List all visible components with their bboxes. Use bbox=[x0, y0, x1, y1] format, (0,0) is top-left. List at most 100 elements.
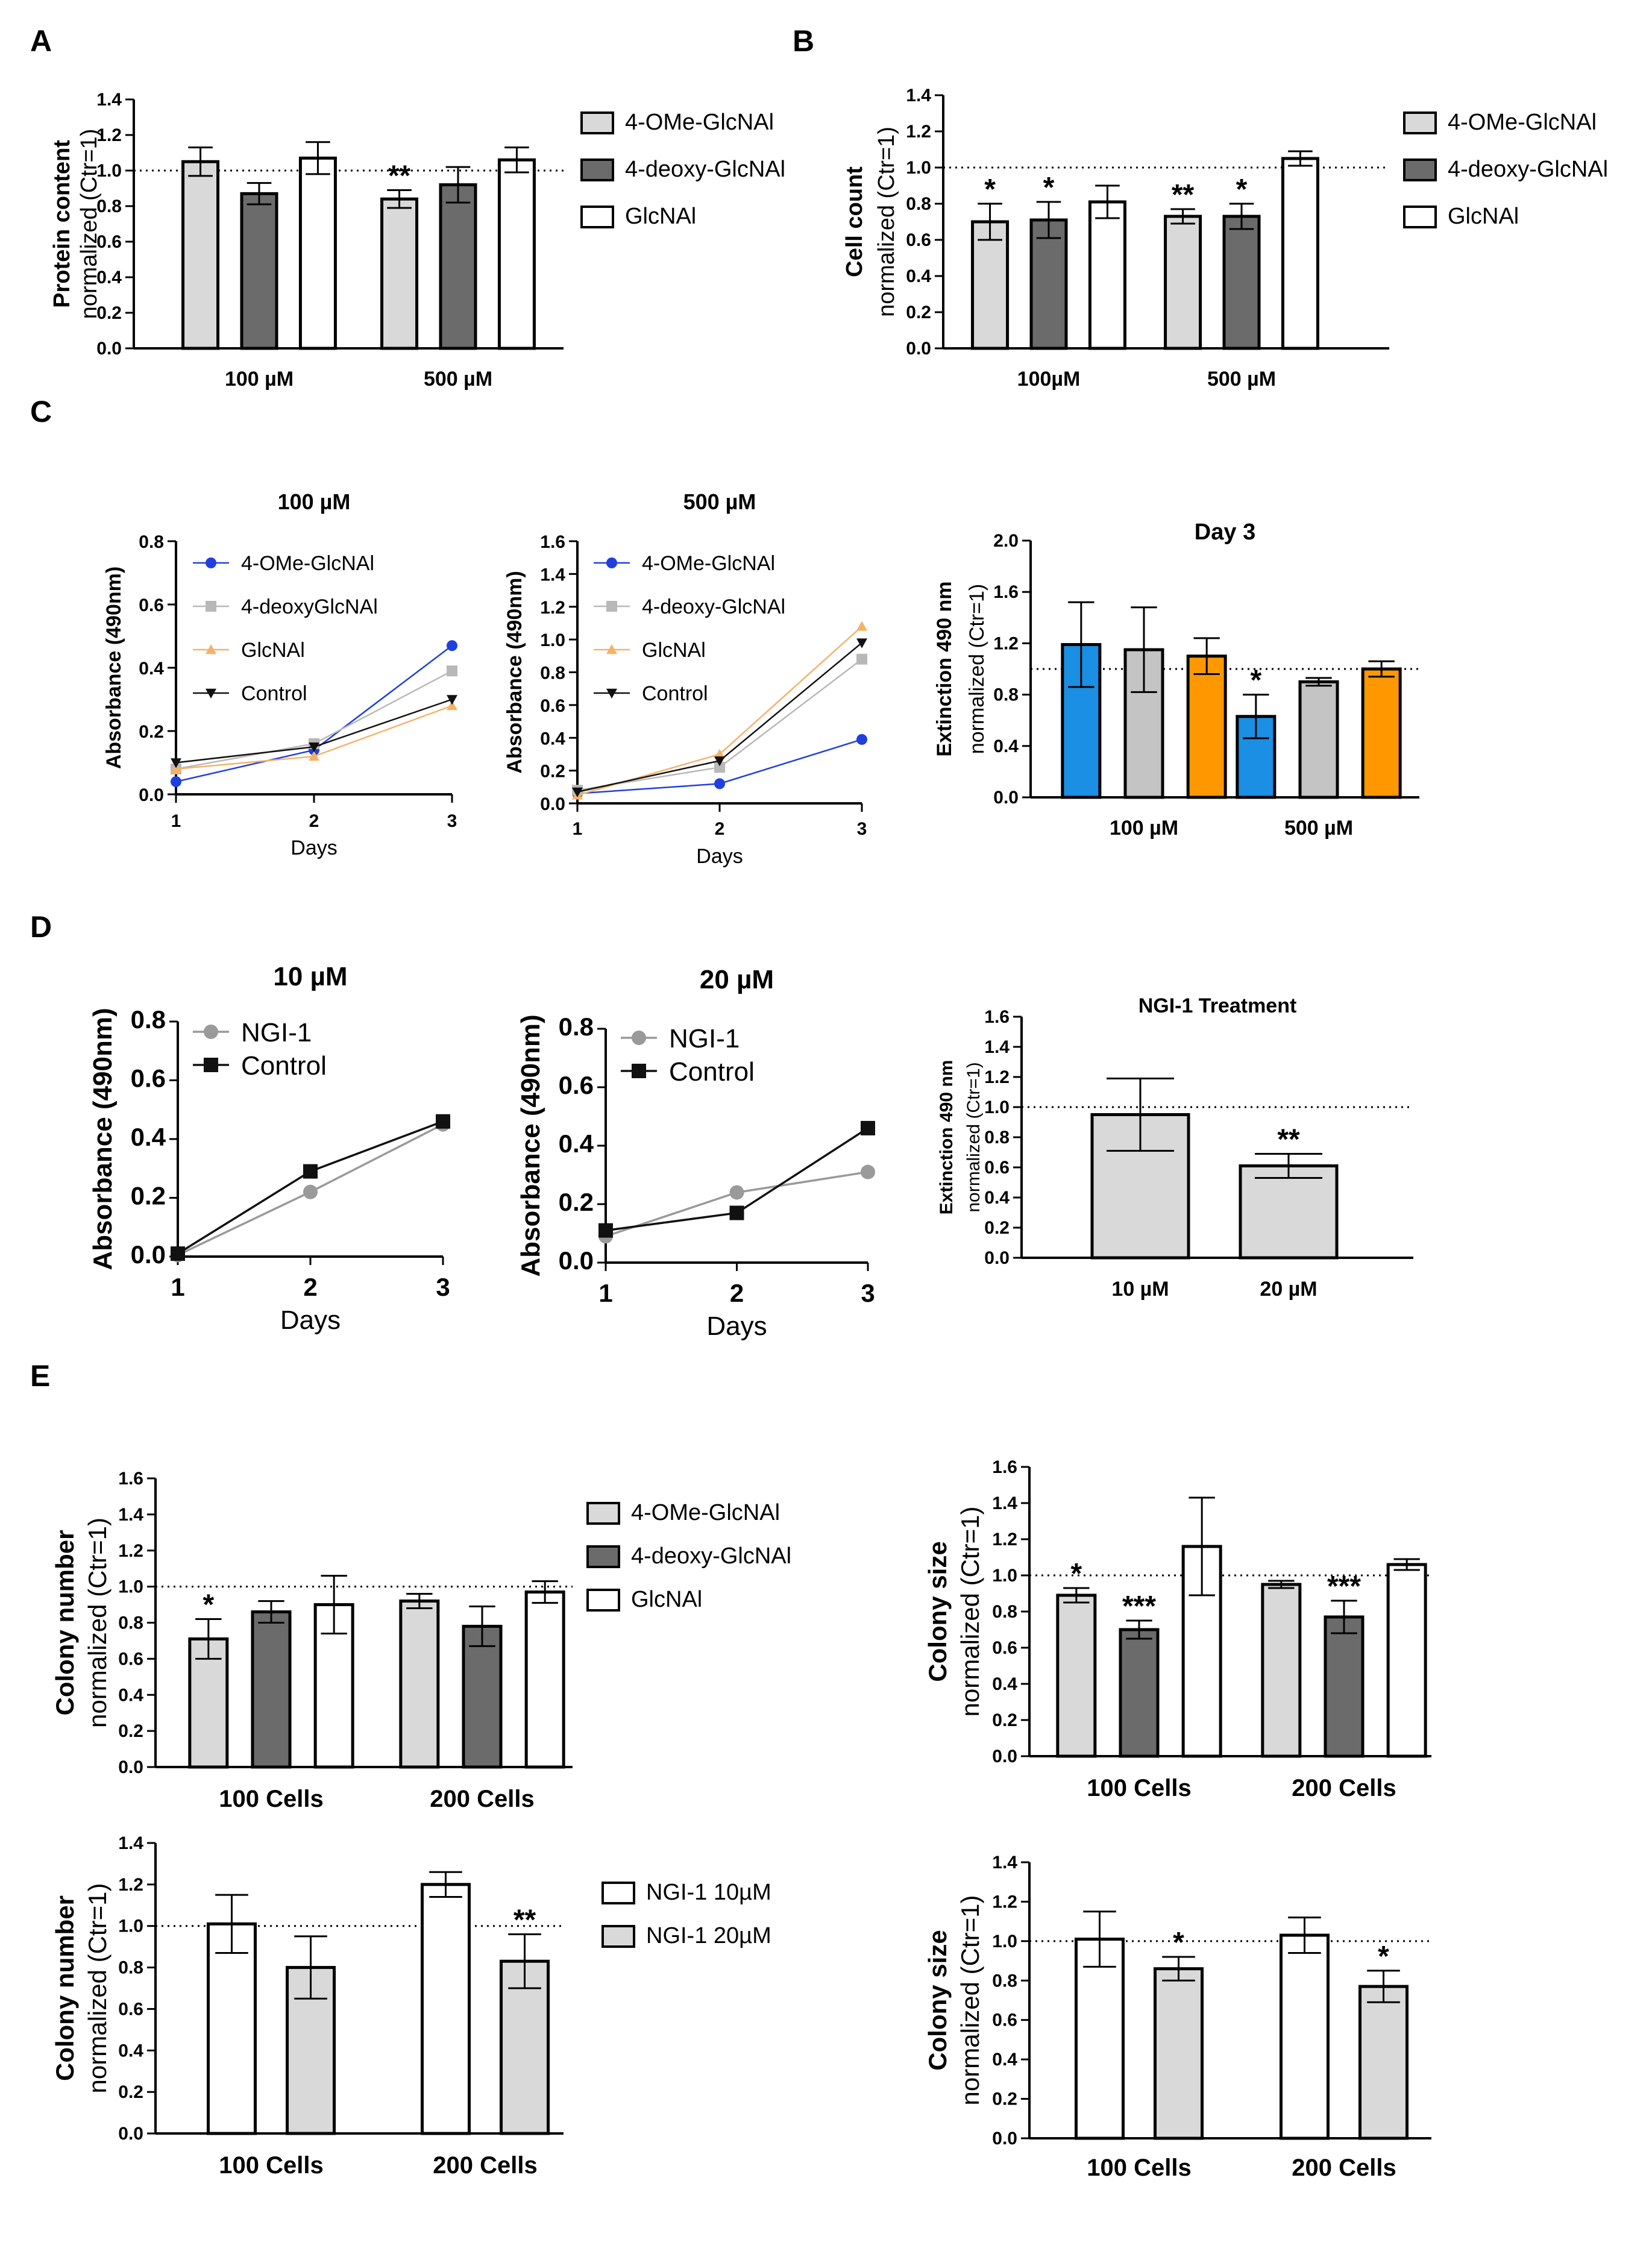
y-tick-label: 0.4 bbox=[984, 1188, 1010, 1208]
panel-label-D: D bbox=[30, 910, 52, 944]
legend-swatch bbox=[1403, 159, 1437, 181]
x-tick-label: 1 bbox=[171, 1273, 184, 1301]
chart-D1: 10 µM 0.0 0.2 0.4 0.6 0.8 1 2 3 Days Absorbance (4… bbox=[88, 962, 450, 1335]
x-tick-label: 2 bbox=[303, 1273, 317, 1301]
data-point bbox=[714, 749, 725, 759]
x-category-label: 100 Cells bbox=[1087, 2155, 1191, 2181]
bar-ngi-1-10-m bbox=[1074, 1938, 1125, 2140]
x-category-label: 200 Cells bbox=[433, 2152, 537, 2179]
y-tick-label: 0.4 bbox=[992, 1674, 1017, 1694]
y-tick-label: 1.4 bbox=[96, 90, 122, 110]
y-tick-label: 0.2 bbox=[984, 1218, 1010, 1238]
significance-mark: * bbox=[1043, 172, 1055, 204]
significance-mark: * bbox=[984, 174, 996, 206]
bar-glcnal bbox=[1186, 655, 1227, 799]
x-category-label: 100 Cells bbox=[1087, 1775, 1191, 1801]
chart-C2: 500 µM 0.0 0.2 0.4 0.6 0.8 1.0 1.2 1.4 1.6 1 2 3 Days… bbox=[503, 489, 867, 868]
legend-label: 4-OMe-GlcNAl bbox=[631, 1500, 780, 1525]
x-category-label: 100 µM bbox=[225, 368, 294, 391]
y-tick-label: 0.6 bbox=[139, 595, 164, 615]
bar-4-deoxy-glcnal bbox=[1222, 215, 1261, 350]
y-axis-title: Absorbance (490nm) bbox=[88, 1008, 118, 1270]
x-category-label: 100 Cells bbox=[219, 1786, 323, 1812]
legend-label: NGI-1 20µM bbox=[646, 1923, 771, 1948]
significance-mark: ** bbox=[1172, 179, 1195, 211]
bar-4-ome-glcnal bbox=[399, 1599, 440, 1769]
x-category-label: 100 Cells bbox=[219, 2152, 323, 2179]
chart-B: 0.0 0.2 0.4 0.6 0.8 1.0 1.2 1.4 Cell count normal… bbox=[842, 86, 1608, 391]
legend-label: GlcNAl bbox=[241, 639, 305, 662]
chart-D2: 20 µM 0.0 0.2 0.4 0.6 0.8 1 2 3 Days Absorbance (4… bbox=[516, 965, 875, 1341]
x-category-label: 10 µM bbox=[1111, 1278, 1169, 1301]
y-tick-label: 1.2 bbox=[984, 1067, 1010, 1087]
y-tick-label: 0.4 bbox=[96, 268, 122, 287]
y-axis-title: Colony number bbox=[51, 1895, 79, 2081]
bar-4-ome-glcnal bbox=[181, 160, 220, 350]
y-axis-title: Colony size bbox=[923, 1541, 952, 1681]
y-tick-label: 0.6 bbox=[992, 2011, 1017, 2030]
x-axis-title: Days bbox=[696, 845, 743, 868]
bar-4-deoxy-glcnal bbox=[240, 192, 278, 350]
legend-label: 4-deoxy-GlcNAl bbox=[625, 157, 785, 182]
data-point bbox=[171, 764, 181, 774]
chart-D3: NGI-1 Treatment 0.0 0.2 0.4 0.6 0.8 1.0 1.2 1.4 1… bbox=[937, 994, 1413, 1301]
data-point bbox=[436, 1114, 450, 1129]
y-tick-label: 1.0 bbox=[992, 1566, 1017, 1586]
chart-E3: 0.0 0.2 0.4 0.6 0.8 1.0 1.2 1.4 Colony number nor… bbox=[51, 1833, 771, 2179]
panel-label-A: A bbox=[30, 24, 52, 58]
significance-mark: * bbox=[1070, 1558, 1082, 1590]
y-tick-label: 0.8 bbox=[559, 1012, 594, 1041]
legend-swatch bbox=[586, 1589, 620, 1612]
y-tick-label: 0.6 bbox=[540, 696, 565, 716]
data-point bbox=[714, 756, 725, 767]
data-point bbox=[856, 621, 867, 631]
x-tick-label: 2 bbox=[715, 819, 725, 839]
legend-label: 4-OMe-GlcNAl bbox=[1448, 110, 1597, 135]
y-tick-label: 1.2 bbox=[906, 122, 931, 142]
data-point bbox=[171, 776, 181, 787]
x-axis-title: Days bbox=[706, 1311, 767, 1341]
y-tick-label: 1.4 bbox=[118, 1505, 143, 1525]
bar-glcnal bbox=[1088, 200, 1126, 350]
legend-swatch bbox=[580, 206, 614, 228]
data-point bbox=[572, 787, 583, 797]
data-point bbox=[447, 695, 457, 705]
data-point bbox=[714, 762, 725, 773]
y-tick-label: 1.6 bbox=[540, 532, 565, 552]
y-tick-label: 1.2 bbox=[992, 1530, 1017, 1549]
y-tick-label: 1.2 bbox=[992, 1892, 1017, 1912]
bar-4-deoxy-glcnal bbox=[1324, 1615, 1365, 1758]
y-tick-label: 0.8 bbox=[96, 196, 122, 216]
x-tick-label: 3 bbox=[857, 819, 867, 839]
legend-swatch bbox=[586, 1545, 620, 1568]
y-tick-label: 0.6 bbox=[984, 1158, 1010, 1178]
y-tick-label: 0.4 bbox=[540, 729, 565, 749]
y-axis-title: Extinction 490 nm bbox=[933, 582, 956, 757]
y-axis-subtitle: normalized (Ctr=1) bbox=[83, 1518, 111, 1728]
y-tick-label: 1.6 bbox=[992, 1457, 1017, 1477]
legend-marker bbox=[632, 1064, 646, 1078]
legend-marker bbox=[206, 644, 216, 655]
legend-swatch bbox=[1403, 111, 1437, 134]
legend-label: 4-deoxy-GlcNAl bbox=[642, 595, 785, 618]
data-point bbox=[856, 733, 867, 745]
y-tick-label: 0.4 bbox=[139, 659, 164, 679]
y-tick-label: 0.0 bbox=[993, 788, 1019, 808]
chart-E2: 0.0 0.2 0.4 0.6 0.8 1.0 1.2 1.4 1.6 Colony size no… bbox=[923, 1457, 1431, 1801]
legend-swatch bbox=[586, 1502, 620, 1525]
y-tick-label: 1.0 bbox=[96, 161, 122, 181]
y-tick-label: 0.2 bbox=[96, 303, 122, 323]
legend-marker bbox=[606, 557, 617, 568]
significance-mark: ** bbox=[1277, 1124, 1300, 1156]
bar-glcnal bbox=[497, 158, 536, 350]
series-line bbox=[605, 1170, 868, 1238]
y-tick-label: 0.8 bbox=[118, 1958, 143, 1978]
bar-glcnal bbox=[1386, 1563, 1427, 1758]
bar-4-ome-glcnal bbox=[1164, 215, 1202, 350]
y-tick-label: 0.0 bbox=[992, 1747, 1017, 1766]
y-tick-label: 0.0 bbox=[540, 794, 565, 814]
y-tick-label: 1.6 bbox=[118, 1469, 143, 1489]
y-tick-label: 0.6 bbox=[131, 1064, 166, 1093]
data-point bbox=[171, 1246, 185, 1261]
x-category-label: 200 Cells bbox=[1292, 1775, 1396, 1801]
